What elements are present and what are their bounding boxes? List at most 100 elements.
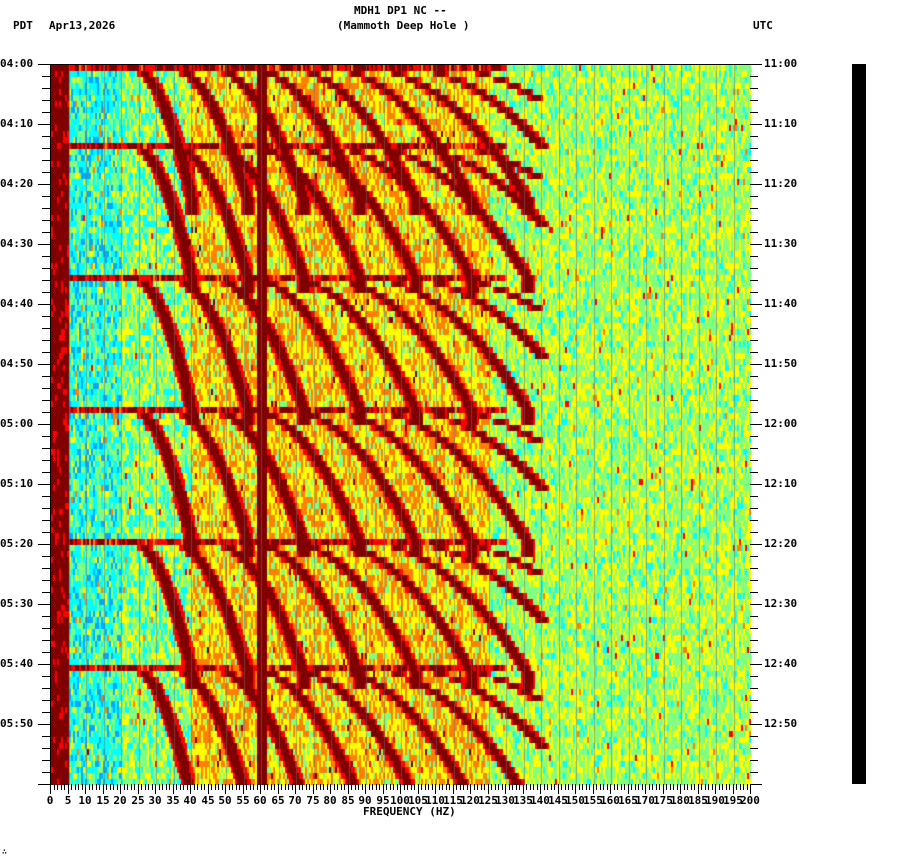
right-tick <box>750 184 762 185</box>
frequency-label: 130 <box>495 794 515 807</box>
frequency-tick <box>600 784 601 790</box>
left-tick <box>42 628 50 629</box>
right-tick <box>750 544 762 545</box>
frequency-tick <box>274 784 275 790</box>
left-tick <box>42 460 50 461</box>
frequency-label: 55 <box>236 794 250 807</box>
frequency-tick <box>229 784 230 790</box>
frequency-tick <box>323 784 324 790</box>
date-label: Apr13,2026 <box>49 19 116 32</box>
frequency-tick <box>225 784 226 794</box>
frequency-tick <box>355 784 356 790</box>
right-time-label: 11:50 <box>764 357 798 370</box>
frequency-tick <box>474 784 475 790</box>
frequency-label: 170 <box>635 794 655 807</box>
right-time-label: 11:20 <box>764 177 798 190</box>
frequency-tick <box>575 784 576 794</box>
frequency-label: 95 <box>376 794 390 807</box>
left-tick <box>42 148 50 149</box>
frequency-tick <box>551 784 552 790</box>
right-tick <box>750 724 762 725</box>
left-tick <box>42 340 50 341</box>
spectrogram-canvas <box>51 65 751 785</box>
left-time-label: 05:20 <box>0 537 34 550</box>
frequency-tick <box>362 784 363 790</box>
frequency-label: 85 <box>341 794 355 807</box>
right-tick <box>750 652 758 653</box>
frequency-tick <box>596 784 597 790</box>
left-tick <box>42 256 50 257</box>
frequency-tick <box>309 784 310 790</box>
left-tick <box>38 604 50 605</box>
frequency-tick <box>565 784 566 790</box>
frequency-tick <box>99 784 100 790</box>
frequency-tick <box>568 784 569 790</box>
left-tick <box>42 76 50 77</box>
frequency-label: 70 <box>288 794 302 807</box>
frequency-tick <box>397 784 398 790</box>
right-tick <box>750 376 758 377</box>
frequency-tick <box>418 784 419 794</box>
frequency-tick <box>204 784 205 790</box>
frequency-tick <box>677 784 678 790</box>
right-tick <box>750 784 762 785</box>
frequency-tick <box>617 784 618 790</box>
right-time-label: 12:20 <box>764 537 798 550</box>
frequency-tick <box>267 784 268 790</box>
right-time-label: 11:10 <box>764 117 798 130</box>
left-tick <box>42 520 50 521</box>
left-tick <box>42 388 50 389</box>
frequency-tick <box>645 784 646 794</box>
right-tick <box>750 532 758 533</box>
frequency-tick <box>306 784 307 790</box>
left-tick <box>42 508 50 509</box>
right-tick <box>750 736 758 737</box>
frequency-tick <box>428 784 429 790</box>
right-tick <box>750 400 758 401</box>
frequency-tick <box>505 784 506 794</box>
frequency-tick <box>673 784 674 790</box>
left-tick <box>42 112 50 113</box>
frequency-tick <box>208 784 209 794</box>
frequency-tick <box>141 784 142 790</box>
frequency-tick <box>215 784 216 790</box>
frequency-tick <box>425 784 426 790</box>
frequency-label: 25 <box>131 794 145 807</box>
frequency-tick <box>64 784 65 790</box>
frequency-tick <box>467 784 468 790</box>
right-tick <box>750 100 758 101</box>
right-tick <box>750 760 758 761</box>
frequency-tick <box>285 784 286 790</box>
right-tick <box>750 292 758 293</box>
frequency-tick <box>288 784 289 790</box>
frequency-tick <box>320 784 321 790</box>
frequency-tick <box>120 784 121 794</box>
frequency-tick <box>82 784 83 790</box>
frequency-label: 200 <box>740 794 760 807</box>
frequency-tick <box>264 784 265 790</box>
left-tick <box>42 568 50 569</box>
frequency-tick <box>194 784 195 790</box>
frequency-tick <box>148 784 149 790</box>
frequency-tick <box>470 784 471 794</box>
frequency-tick <box>253 784 254 790</box>
left-tick <box>42 736 50 737</box>
frequency-tick <box>691 784 692 790</box>
left-time-label: 05:10 <box>0 477 34 490</box>
frequency-tick <box>481 784 482 790</box>
frequency-tick <box>257 784 258 790</box>
site-name: (Mammoth Deep Hole ) <box>337 19 470 32</box>
frequency-tick <box>694 784 695 790</box>
frequency-tick <box>386 784 387 790</box>
frequency-tick <box>407 784 408 790</box>
frequency-tick <box>449 784 450 790</box>
left-tick <box>42 412 50 413</box>
right-tick <box>750 148 758 149</box>
frequency-label: 195 <box>723 794 743 807</box>
frequency-tick <box>666 784 667 790</box>
frequency-tick <box>708 784 709 790</box>
frequency-label: 185 <box>688 794 708 807</box>
left-time-label: 05:50 <box>0 717 34 730</box>
frequency-label: 145 <box>548 794 568 807</box>
right-tick <box>750 460 758 461</box>
